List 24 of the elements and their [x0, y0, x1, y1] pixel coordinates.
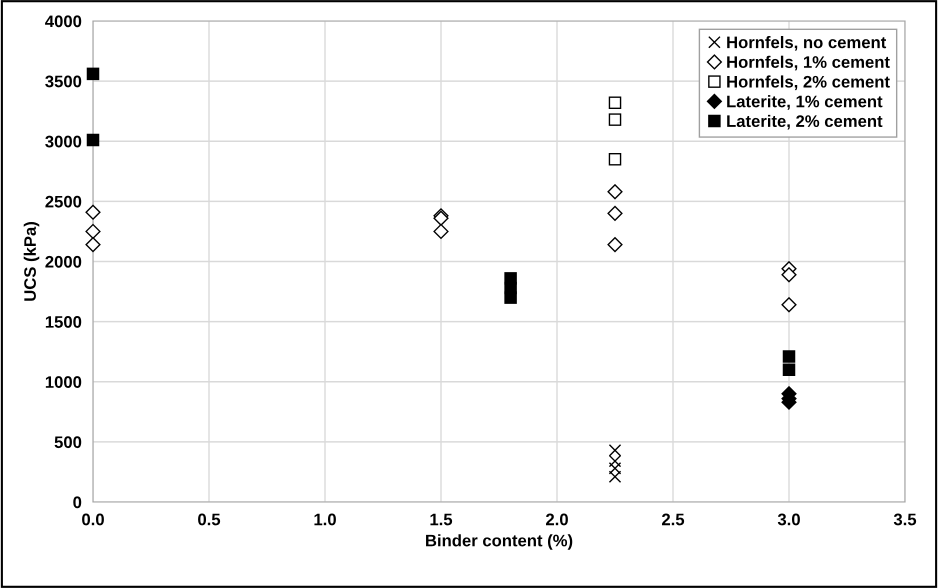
y-tick-label: 1500 — [46, 316, 82, 328]
y-tick-label: 3000 — [45, 136, 82, 148]
y-axis-title: UCS (kPa) — [24, 222, 40, 301]
y-tick-label: 0 — [73, 496, 82, 508]
legend-label: Laterite, 2% cement — [727, 114, 882, 130]
x-tick-label: 1.0 — [314, 514, 336, 526]
y-tick-label: 2000 — [45, 256, 82, 268]
legend-label: Hornfels, 1% cement — [727, 56, 890, 70]
y-tick-label: 2500 — [45, 196, 82, 208]
x-tick-label: 0.5 — [198, 514, 220, 526]
legend-label: Hornfels, 2% cement — [727, 75, 890, 90]
x-tick-label: 1.5 — [430, 514, 452, 526]
y-tick-label: 1000 — [46, 376, 82, 388]
x-tick-label: 0.0 — [82, 514, 104, 526]
legend-label: Hornfels, no cement — [727, 36, 886, 51]
y-tick-label: 3500 — [45, 76, 82, 88]
x-tick-label: 3.0 — [778, 514, 800, 526]
y-tick-label: 500 — [54, 436, 82, 448]
x-tick-label: 3.5 — [894, 514, 916, 526]
legend-label: Laterite, 1% cement — [727, 95, 882, 110]
x-tick-label: 2.0 — [546, 514, 568, 526]
y-tick-label: 4000 — [45, 15, 82, 28]
x-tick-label: 2.5 — [662, 514, 684, 526]
x-axis-title: Binder content (%) — [426, 534, 572, 550]
